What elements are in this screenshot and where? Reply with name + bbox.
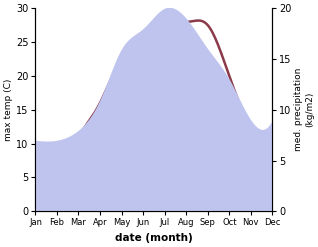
Y-axis label: med. precipitation
(kg/m2): med. precipitation (kg/m2) bbox=[294, 68, 314, 151]
X-axis label: date (month): date (month) bbox=[115, 233, 193, 243]
Y-axis label: max temp (C): max temp (C) bbox=[4, 79, 13, 141]
